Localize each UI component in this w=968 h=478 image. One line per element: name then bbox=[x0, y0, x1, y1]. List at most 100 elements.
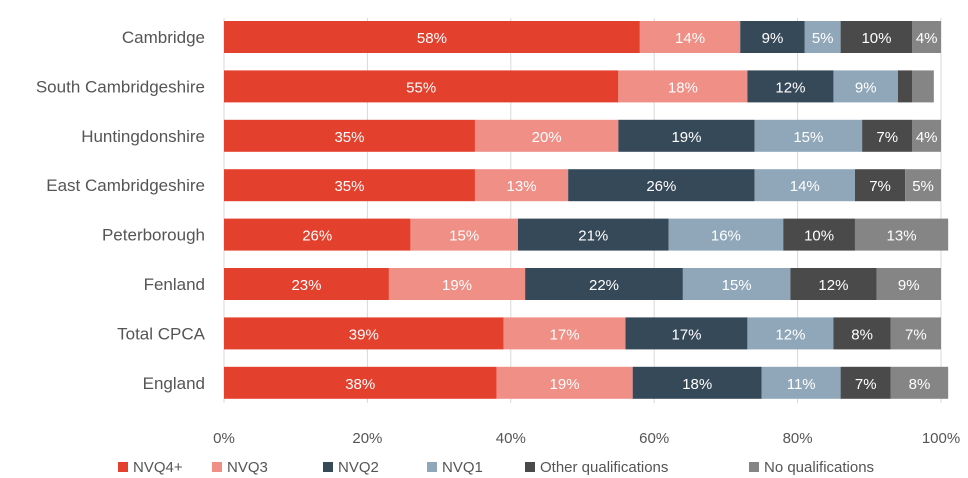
data-label: 19% bbox=[442, 277, 472, 294]
data-label: 9% bbox=[898, 277, 920, 294]
bar-segment bbox=[912, 70, 934, 103]
x-tick-label: 40% bbox=[496, 430, 526, 447]
bar-segment bbox=[474, 169, 569, 202]
data-label: 22% bbox=[589, 277, 619, 294]
data-label: 19% bbox=[550, 376, 580, 393]
data-label: 14% bbox=[790, 178, 820, 195]
bar-segment bbox=[862, 119, 913, 152]
data-label: 19% bbox=[671, 129, 701, 146]
category-label: East Cambridgeshire bbox=[46, 176, 205, 195]
legend: NVQ4+ NVQ3 NVQ2 NVQ1 Other qualifications No … bbox=[118, 459, 874, 476]
data-label: 14% bbox=[675, 30, 705, 47]
data-label: 4% bbox=[916, 30, 938, 47]
data-label: 9% bbox=[762, 30, 784, 47]
bar-segment bbox=[525, 268, 683, 300]
data-label: 17% bbox=[550, 326, 580, 343]
bar-segment bbox=[632, 366, 762, 399]
bar-segment bbox=[833, 70, 898, 103]
bar-segment bbox=[474, 119, 619, 152]
data-label: 7% bbox=[855, 376, 877, 393]
data-label: 12% bbox=[818, 277, 848, 294]
bar-segment bbox=[410, 218, 518, 251]
data-label: 11% bbox=[787, 376, 816, 393]
bar-segment bbox=[840, 21, 913, 53]
bar-segment bbox=[224, 70, 619, 103]
bar-segment bbox=[790, 268, 877, 300]
bar-segment bbox=[897, 70, 913, 103]
bar-segment bbox=[668, 218, 784, 251]
data-label: 10% bbox=[861, 30, 891, 47]
bar-segment bbox=[625, 317, 748, 350]
data-label: 7% bbox=[869, 178, 891, 195]
data-label: 7% bbox=[905, 326, 927, 343]
legend-swatch bbox=[525, 462, 535, 472]
bar-segment bbox=[388, 268, 526, 300]
category-label: Cambridge bbox=[122, 28, 205, 47]
data-label: 18% bbox=[682, 376, 712, 393]
bar-segment bbox=[568, 169, 755, 202]
bar-segment bbox=[876, 268, 941, 300]
x-tick-label: 20% bbox=[352, 430, 382, 447]
bar-segment bbox=[747, 317, 834, 350]
x-tick-label: 60% bbox=[639, 430, 669, 447]
x-axis-tick-labels: 0% 20% 40% 60% 80% 100% bbox=[213, 430, 960, 447]
bar-segment bbox=[890, 317, 941, 350]
bar-segment bbox=[224, 169, 475, 202]
bar-segment bbox=[754, 169, 855, 202]
data-label: 18% bbox=[668, 79, 698, 96]
bar-segment bbox=[833, 317, 891, 350]
legend-swatch bbox=[118, 462, 128, 472]
data-label: 8% bbox=[909, 376, 931, 393]
data-label: 38% bbox=[345, 376, 375, 393]
data-label: 12% bbox=[775, 79, 805, 96]
data-label: 15% bbox=[449, 228, 479, 245]
bar-segment bbox=[503, 317, 626, 350]
category-label: Huntingdonshire bbox=[81, 127, 205, 146]
data-label: 7% bbox=[876, 129, 898, 146]
data-label: 35% bbox=[334, 129, 364, 146]
legend-label: Other qualifications bbox=[540, 459, 668, 476]
bar-segment bbox=[854, 218, 949, 251]
bar-segment bbox=[912, 21, 941, 53]
data-label: 10% bbox=[804, 228, 834, 245]
legend-swatch bbox=[427, 462, 437, 472]
data-label: 26% bbox=[646, 178, 676, 195]
legend-label: NVQ1 bbox=[442, 459, 483, 476]
bar-segment bbox=[618, 119, 755, 152]
legend-label: No qualifications bbox=[764, 459, 874, 476]
x-tick-label: 0% bbox=[213, 430, 235, 447]
data-label: 55% bbox=[406, 79, 436, 96]
bar-segment bbox=[224, 317, 504, 350]
bar-segment bbox=[224, 366, 497, 399]
bar-segment bbox=[754, 119, 863, 152]
data-label: 13% bbox=[887, 228, 917, 245]
bar-segment bbox=[747, 70, 834, 103]
data-label: 20% bbox=[532, 129, 562, 146]
bars: 58% 14% 9% 5% 10% 4% 55% 18% 12% 9% 35% 20% 19% 15% 7%… bbox=[224, 21, 949, 399]
bar-segment bbox=[639, 21, 741, 53]
category-labels: Cambridge South Cambridgeshire Huntingdons… bbox=[36, 28, 206, 393]
bar-segment bbox=[224, 218, 411, 251]
data-label: 35% bbox=[334, 178, 364, 195]
legend-swatch bbox=[749, 462, 759, 472]
data-label: 5% bbox=[812, 30, 834, 47]
data-label: 39% bbox=[349, 326, 379, 343]
data-label: 58% bbox=[417, 30, 447, 47]
legend-swatch bbox=[212, 462, 222, 472]
data-label: 9% bbox=[855, 79, 877, 96]
category-label: England bbox=[143, 374, 205, 393]
bar-segment bbox=[912, 119, 941, 152]
x-tick-label: 100% bbox=[922, 430, 960, 447]
bar-segment bbox=[517, 218, 669, 251]
bar-segment bbox=[905, 169, 941, 202]
bar-segment bbox=[224, 21, 640, 53]
bar-segment bbox=[761, 366, 841, 399]
bar-segment bbox=[840, 366, 891, 399]
bar-segment bbox=[496, 366, 633, 399]
bar-segment bbox=[224, 268, 389, 300]
category-label: Peterborough bbox=[102, 226, 205, 245]
bar-segment bbox=[682, 268, 791, 300]
bar-segment bbox=[224, 119, 475, 152]
data-label: 4% bbox=[916, 129, 938, 146]
data-label: 15% bbox=[722, 277, 752, 294]
